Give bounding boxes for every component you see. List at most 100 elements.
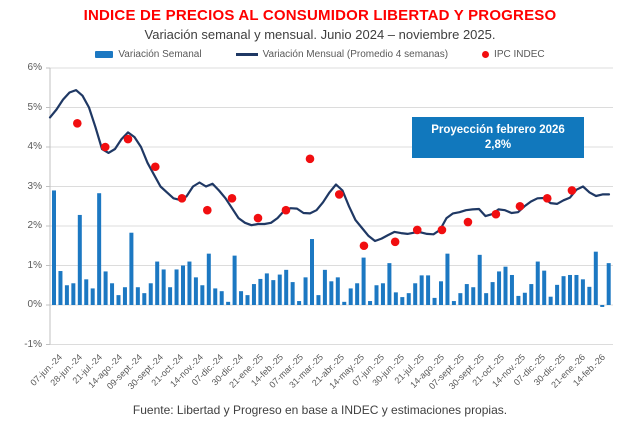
bar-variacion-semanal xyxy=(284,269,289,305)
dot-ipc-indec xyxy=(491,209,501,219)
dot-ipc-indec xyxy=(567,186,577,195)
legend-item-ipc-indec: IPC INDEC xyxy=(482,49,545,60)
bar-variacion-semanal xyxy=(206,253,211,305)
bar-variacion-semanal xyxy=(355,283,360,305)
bar-variacion-semanal xyxy=(413,283,418,305)
bar-variacion-semanal xyxy=(535,261,540,305)
bar-variacion-semanal xyxy=(84,279,89,305)
bar-variacion-semanal xyxy=(509,274,514,305)
bar-variacion-semanal xyxy=(542,270,547,305)
dot-ipc-indec xyxy=(227,194,237,203)
dot-ipc-indec xyxy=(359,241,369,251)
bar-variacion-semanal xyxy=(187,261,192,305)
bar-variacion-semanal xyxy=(400,297,405,305)
bar-variacion-semanal xyxy=(464,284,469,305)
projection-title: Proyección febrero 2026 xyxy=(431,123,565,136)
projection-callout: Proyección febrero 2026 2,8% xyxy=(412,117,584,158)
dot-ipc-indec xyxy=(151,162,160,172)
bar-variacion-semanal xyxy=(135,287,140,305)
y-axis-tick-label: 3% xyxy=(27,180,42,192)
bar-variacion-semanal xyxy=(168,287,173,305)
bar-variacion-semanal xyxy=(219,291,224,305)
bar-variacion-semanal xyxy=(116,295,121,305)
bar-variacion-semanal xyxy=(110,283,115,305)
bar-variacion-semanal xyxy=(568,274,572,305)
dot-swatch-icon xyxy=(482,51,490,58)
legend-label: Variación Semanal xyxy=(118,49,202,60)
dot-ipc-indec xyxy=(437,225,447,235)
y-axis-tick-label: 2% xyxy=(27,220,42,231)
bar-variacion-semanal xyxy=(322,269,327,305)
bar-variacion-semanal xyxy=(555,284,560,305)
bar-variacion-semanal xyxy=(251,284,256,305)
bar-variacion-semanal xyxy=(181,265,185,305)
bar-variacion-semanal xyxy=(548,296,553,305)
bar-variacion-semanal xyxy=(77,214,82,305)
bar-variacion-semanal xyxy=(477,254,482,305)
plot-area xyxy=(46,67,613,345)
bar-variacion-semanal xyxy=(374,285,379,305)
bar-variacion-semanal xyxy=(451,301,456,305)
bar-variacion-semanal xyxy=(593,251,598,305)
dot-ipc-indec xyxy=(463,217,473,227)
dot-ipc-indec xyxy=(390,237,400,247)
bar-variacion-semanal xyxy=(574,274,579,305)
bar-variacion-semanal xyxy=(387,263,392,305)
bar-variacion-semanal xyxy=(445,253,450,305)
bar-variacion-semanal xyxy=(561,276,566,305)
bar-variacion-semanal xyxy=(277,274,282,305)
bar-variacion-semanal xyxy=(264,273,269,305)
chart-legend: Variación Semanal Variación Mensual (Pro… xyxy=(0,49,640,60)
bar-variacion-semanal xyxy=(310,239,314,305)
bar-variacion-semanal xyxy=(58,271,63,305)
bar-variacion-semanal xyxy=(490,282,495,305)
y-axis-tick-label: 1% xyxy=(27,259,42,271)
y-axis-tick-label: 5% xyxy=(27,101,42,113)
bar-variacion-semanal xyxy=(290,282,295,305)
bar-variacion-semanal xyxy=(122,287,127,305)
dot-ipc-indec xyxy=(334,190,344,199)
bar-variacion-semanal xyxy=(232,255,237,305)
bar-variacion-semanal xyxy=(52,190,56,305)
bar-variacion-semanal xyxy=(226,301,231,305)
dot-ipc-indec xyxy=(73,119,82,128)
bar-variacion-semanal xyxy=(213,288,218,305)
bar-variacion-semanal xyxy=(426,275,431,305)
bar-variacion-semanal xyxy=(484,293,489,305)
dot-ipc-indec xyxy=(123,134,133,144)
bar-variacion-semanal xyxy=(361,257,366,305)
y-axis-tick-label: 6% xyxy=(27,62,42,73)
bar-variacion-semanal xyxy=(297,301,302,305)
bar-variacion-semanal xyxy=(497,271,502,305)
bar-variacion-semanal xyxy=(71,283,76,305)
bar-swatch-icon xyxy=(95,51,114,58)
bar-variacion-semanal xyxy=(245,295,250,305)
dot-ipc-indec xyxy=(412,225,422,235)
bar-variacion-semanal xyxy=(439,281,443,305)
bar-variacion-semanal xyxy=(258,278,263,305)
bar-variacion-semanal xyxy=(271,280,276,305)
bar-variacion-semanal xyxy=(329,281,334,305)
dot-ipc-indec xyxy=(100,142,110,152)
legend-item-variacion-mensual: Variación Mensual (Promedio 4 semanas) xyxy=(235,49,449,60)
y-axis-tick-label: 4% xyxy=(27,141,42,152)
bar-variacion-semanal xyxy=(161,269,166,305)
legend-label: IPC INDEC xyxy=(494,49,545,60)
dot-ipc-indec xyxy=(281,205,291,215)
y-axis-tick-label: 0% xyxy=(27,299,42,310)
bar-variacion-semanal xyxy=(193,277,198,305)
line-swatch-icon xyxy=(235,53,258,56)
bar-variacion-semanal xyxy=(522,292,527,305)
bar-variacion-semanal xyxy=(97,193,102,305)
bar-variacion-semanal xyxy=(419,275,424,305)
dot-ipc-indec xyxy=(203,205,212,215)
legend-label: Variación Mensual (Promedio 4 semanas) xyxy=(262,49,449,60)
dot-ipc-indec xyxy=(177,194,187,203)
bar-variacion-semanal xyxy=(155,261,160,305)
bar-variacion-semanal xyxy=(406,293,411,305)
bar-variacion-semanal xyxy=(239,291,244,305)
bar-variacion-semanal xyxy=(393,292,398,305)
bar-variacion-semanal xyxy=(432,297,437,305)
line-variacion-mensual xyxy=(48,89,611,243)
